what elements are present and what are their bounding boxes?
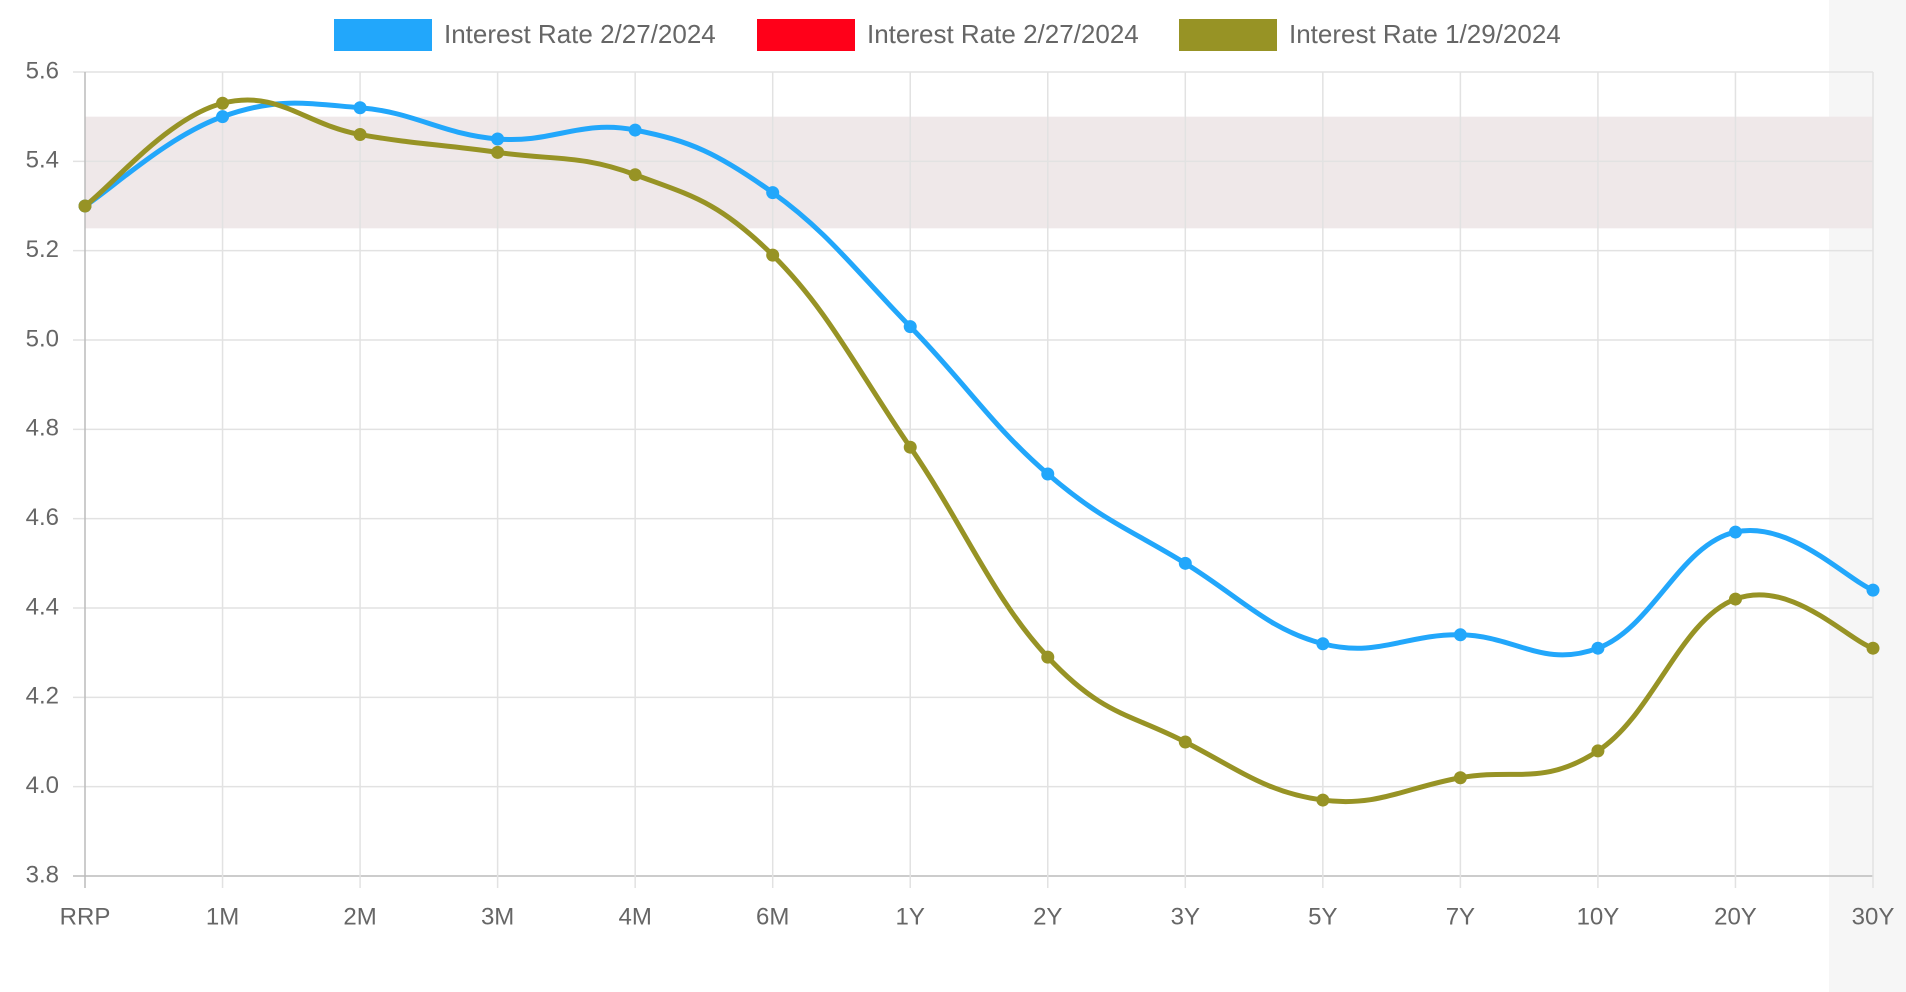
x-tick-label: 10Y (1577, 903, 1620, 930)
x-tick-label: 1Y (896, 903, 925, 930)
point (1728, 592, 1742, 606)
legend-swatch (334, 19, 432, 51)
point (1178, 556, 1192, 570)
legend-label: Interest Rate 2/27/2024 (444, 19, 716, 49)
point (353, 128, 367, 142)
point (1316, 793, 1330, 807)
point (1178, 735, 1192, 749)
y-tick-label: 5.6 (26, 57, 59, 84)
point (628, 123, 642, 137)
y-tick-label: 5.0 (26, 325, 59, 352)
point (491, 132, 505, 146)
point (216, 110, 230, 124)
y-tick-label: 5.2 (26, 236, 59, 263)
legend-swatch (1179, 19, 1277, 51)
y-tick-label: 4.0 (26, 772, 59, 799)
point (628, 168, 642, 182)
x-tick-label: 3M (481, 903, 514, 930)
x-tick-label: 2M (343, 903, 376, 930)
y-tick-label: 4.4 (26, 593, 59, 620)
point (353, 101, 367, 115)
point (491, 145, 505, 159)
y-tick-label: 4.6 (26, 504, 59, 531)
point (1453, 771, 1467, 785)
point (1728, 525, 1742, 539)
y-tick-label: 4.2 (26, 683, 59, 710)
point (78, 199, 92, 213)
point (766, 248, 780, 262)
x-tick-label: RRP (60, 903, 111, 930)
x-tick-label: 2Y (1033, 903, 1062, 930)
point (766, 186, 780, 200)
band (85, 116, 1873, 229)
point (903, 440, 917, 454)
x-tick-label: 3Y (1171, 903, 1200, 930)
y-tick-label: 5.4 (26, 147, 59, 174)
x-tick-label: 20Y (1714, 903, 1757, 930)
legend-swatch (757, 19, 855, 51)
legend-label: Interest Rate 1/29/2024 (1289, 19, 1561, 49)
x-tick-label: 7Y (1446, 903, 1475, 930)
y-tick-label: 4.8 (26, 415, 59, 442)
y-tick-label: 3.8 (26, 861, 59, 888)
point (1041, 650, 1055, 664)
point (1453, 628, 1467, 642)
x-tick-label: 5Y (1308, 903, 1337, 930)
point (1591, 641, 1605, 655)
point (1866, 583, 1880, 597)
point (216, 96, 230, 110)
point (1316, 637, 1330, 651)
point (1591, 744, 1605, 758)
x-tick-label: 1M (206, 903, 239, 930)
point (1041, 467, 1055, 481)
x-tick-label: 4M (618, 903, 651, 930)
x-tick-label: 30Y (1852, 903, 1895, 930)
x-tick-label: 6M (756, 903, 789, 930)
legend-label: Interest Rate 2/27/2024 (867, 19, 1139, 49)
point (903, 320, 917, 334)
point (1866, 641, 1880, 655)
